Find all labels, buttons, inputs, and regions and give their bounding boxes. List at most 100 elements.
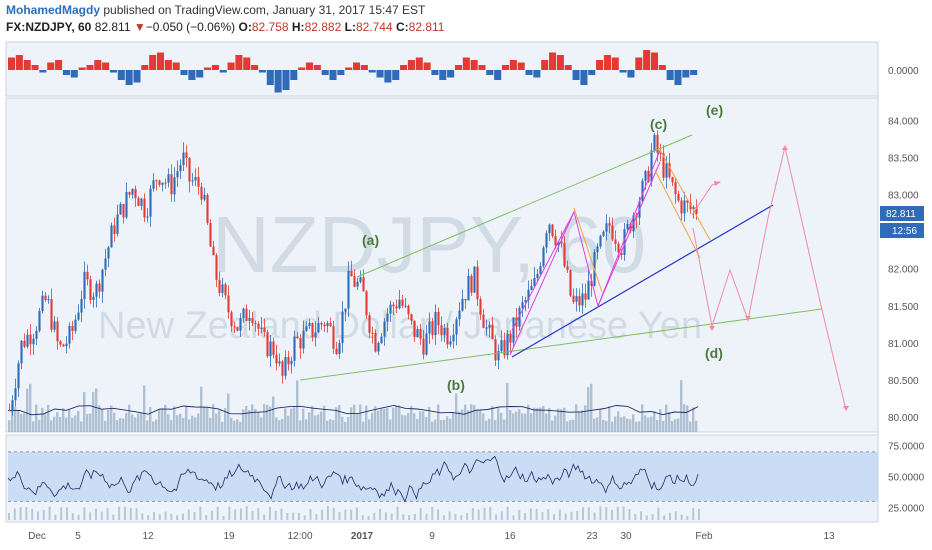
candle-body xyxy=(359,277,362,282)
volume-bar xyxy=(650,416,653,432)
wave-label-c: (c) xyxy=(650,116,667,132)
price-tick-label: 82.000 xyxy=(888,265,919,276)
elliott-wave-drawings[interactable] xyxy=(299,134,849,411)
volume-bar xyxy=(356,413,359,432)
osc-bar xyxy=(431,70,439,75)
magenta-line-b[interactable] xyxy=(597,161,661,307)
volume-bar xyxy=(587,387,590,432)
volume-bar xyxy=(368,419,371,432)
osc-bar xyxy=(219,70,227,73)
volume-bar xyxy=(557,408,560,432)
volume-bar xyxy=(359,404,362,432)
projection-path-main[interactable] xyxy=(692,146,847,411)
magenta-channel[interactable] xyxy=(509,149,661,356)
osc-bar xyxy=(274,70,282,93)
orange-line-c[interactable] xyxy=(654,169,701,259)
x-tick-label: 2017 xyxy=(351,531,374,542)
candle-body xyxy=(527,289,530,301)
candle-body xyxy=(347,270,350,309)
candle-body xyxy=(323,324,326,327)
price-tick-label: 84.000 xyxy=(888,116,919,127)
volume-bar xyxy=(395,405,398,432)
volume-bar xyxy=(689,421,692,432)
candle-body xyxy=(404,305,407,307)
candle-body xyxy=(62,344,65,347)
candle-body xyxy=(479,299,482,315)
volume-bar xyxy=(17,410,20,432)
candle-body xyxy=(20,340,23,364)
osc-bar xyxy=(549,52,557,70)
orange-line-a[interactable] xyxy=(573,207,603,293)
candle-body xyxy=(419,329,422,339)
orange-line-b[interactable] xyxy=(659,149,711,241)
volume-bar xyxy=(590,383,593,432)
volume-bar xyxy=(326,420,329,432)
candle-body xyxy=(539,266,542,274)
last-price-tag-text: 82.811 xyxy=(886,209,916,220)
rsi-volume-bar xyxy=(350,509,353,520)
volume-bar xyxy=(155,419,158,432)
candle-body xyxy=(629,223,632,232)
rsi-volume-bar xyxy=(245,506,248,520)
rsi-volume-bar xyxy=(332,507,335,520)
watermark-name: New Zealand Dollar / Japanese Yen xyxy=(98,305,702,347)
rsi-volume-bar xyxy=(147,515,150,520)
rsi-volume-bar xyxy=(651,514,654,520)
rsi-volume-bar xyxy=(361,515,364,520)
candle-body xyxy=(590,280,593,286)
candle-body xyxy=(80,299,83,313)
change-arrow-icon: ▼ xyxy=(133,20,146,34)
rsi-volume-bar xyxy=(326,506,329,520)
candle-body xyxy=(575,296,578,302)
candle-body xyxy=(368,315,371,333)
osc-bar xyxy=(8,57,16,70)
volume-bar xyxy=(443,419,446,432)
candle-body xyxy=(275,354,278,364)
volume-bar xyxy=(302,408,305,432)
volume-bar xyxy=(68,409,71,432)
rsi-volume-bar xyxy=(280,508,283,520)
rsi-line xyxy=(7,455,699,503)
candle-body xyxy=(608,223,611,226)
wave-label-b: (b) xyxy=(447,377,465,393)
candle-body xyxy=(170,174,173,195)
candle-body xyxy=(458,310,461,320)
magenta-line-a[interactable] xyxy=(511,211,575,331)
author-link[interactable]: MohamedMagdy xyxy=(6,3,101,17)
green-lower-trendline[interactable] xyxy=(299,308,823,381)
candle-body xyxy=(443,327,446,336)
oscillator-y-axis: 0.0000 xyxy=(888,66,919,77)
volume-bar xyxy=(683,404,686,432)
rsi-volume-bar xyxy=(263,514,266,520)
candle-body xyxy=(191,180,194,182)
green-upper-trendline[interactable] xyxy=(356,134,693,278)
blue-trendline[interactable] xyxy=(511,204,774,358)
rsi-series xyxy=(7,451,878,520)
candle-body xyxy=(11,400,14,410)
rsi-y-axis: 75.0000 50.0000 25.0000 xyxy=(888,442,925,515)
volume-bar xyxy=(545,413,548,432)
volume-bar xyxy=(206,407,209,432)
volume-bar xyxy=(392,407,395,432)
volume-bar xyxy=(224,408,227,432)
rsi-volume-bar xyxy=(448,511,451,520)
candle-body xyxy=(677,194,680,201)
rsi-volume-bar xyxy=(553,514,556,520)
rsi-volume-bar xyxy=(199,506,202,520)
symbol-info: FX:NZDJPY, 60 82.811 ▼−0.050 (−0.06%) O:… xyxy=(6,20,444,34)
candle-body xyxy=(164,182,167,184)
candle-body xyxy=(26,334,29,347)
osc-bar xyxy=(117,70,125,80)
volume-bar xyxy=(71,417,74,432)
volume-bar xyxy=(659,409,662,432)
candle-body xyxy=(674,182,677,195)
candle-body xyxy=(476,266,479,300)
osc-bar xyxy=(251,65,259,70)
rsi-volume-bar xyxy=(42,510,45,520)
rsi-volume-bar xyxy=(71,513,74,520)
osc-bar xyxy=(674,70,682,85)
volume-bar xyxy=(674,419,677,432)
volume-bar xyxy=(377,410,380,432)
volume-bar xyxy=(593,418,596,432)
